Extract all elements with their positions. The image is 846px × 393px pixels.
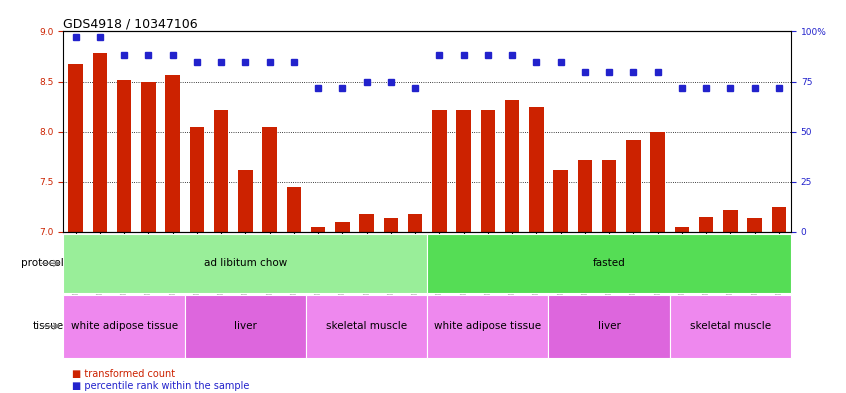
- Bar: [602, 160, 617, 232]
- Bar: [505, 99, 519, 232]
- Bar: [553, 170, 568, 232]
- Text: skeletal muscle: skeletal muscle: [326, 321, 407, 331]
- Bar: [427, 234, 791, 293]
- Text: GDS4918 / 10347106: GDS4918 / 10347106: [63, 17, 198, 30]
- Text: liver: liver: [597, 321, 621, 331]
- Bar: [63, 295, 184, 358]
- Bar: [481, 110, 495, 232]
- Text: skeletal muscle: skeletal muscle: [689, 321, 771, 331]
- Text: ad libitum chow: ad libitum chow: [204, 258, 287, 268]
- Bar: [63, 234, 427, 293]
- Bar: [310, 227, 326, 232]
- Text: ■ transformed count: ■ transformed count: [72, 369, 175, 379]
- Bar: [432, 110, 447, 232]
- Bar: [699, 217, 713, 232]
- Bar: [408, 214, 422, 232]
- Bar: [214, 110, 228, 232]
- Bar: [262, 127, 277, 232]
- Text: liver: liver: [233, 321, 257, 331]
- Bar: [335, 222, 349, 232]
- Bar: [383, 218, 398, 232]
- Text: white adipose tissue: white adipose tissue: [434, 321, 541, 331]
- Bar: [165, 75, 180, 232]
- Bar: [360, 214, 374, 232]
- Bar: [92, 53, 107, 232]
- Bar: [626, 140, 640, 232]
- Bar: [184, 295, 306, 358]
- Bar: [651, 132, 665, 232]
- Text: white adipose tissue: white adipose tissue: [70, 321, 178, 331]
- Bar: [772, 207, 786, 232]
- Bar: [238, 170, 253, 232]
- Bar: [747, 218, 762, 232]
- Text: tissue: tissue: [32, 321, 63, 331]
- Bar: [287, 187, 301, 232]
- Text: protocol: protocol: [20, 258, 63, 268]
- Bar: [674, 227, 689, 232]
- Bar: [670, 295, 791, 358]
- Text: fasted: fasted: [593, 258, 625, 268]
- Bar: [69, 64, 83, 232]
- Bar: [578, 160, 592, 232]
- Bar: [529, 107, 544, 232]
- Bar: [117, 79, 131, 232]
- Bar: [456, 110, 471, 232]
- Bar: [306, 295, 427, 358]
- Bar: [190, 127, 204, 232]
- Bar: [141, 82, 156, 232]
- Text: ■ percentile rank within the sample: ■ percentile rank within the sample: [72, 381, 250, 391]
- Bar: [427, 295, 548, 358]
- Bar: [548, 295, 670, 358]
- Bar: [723, 210, 738, 232]
